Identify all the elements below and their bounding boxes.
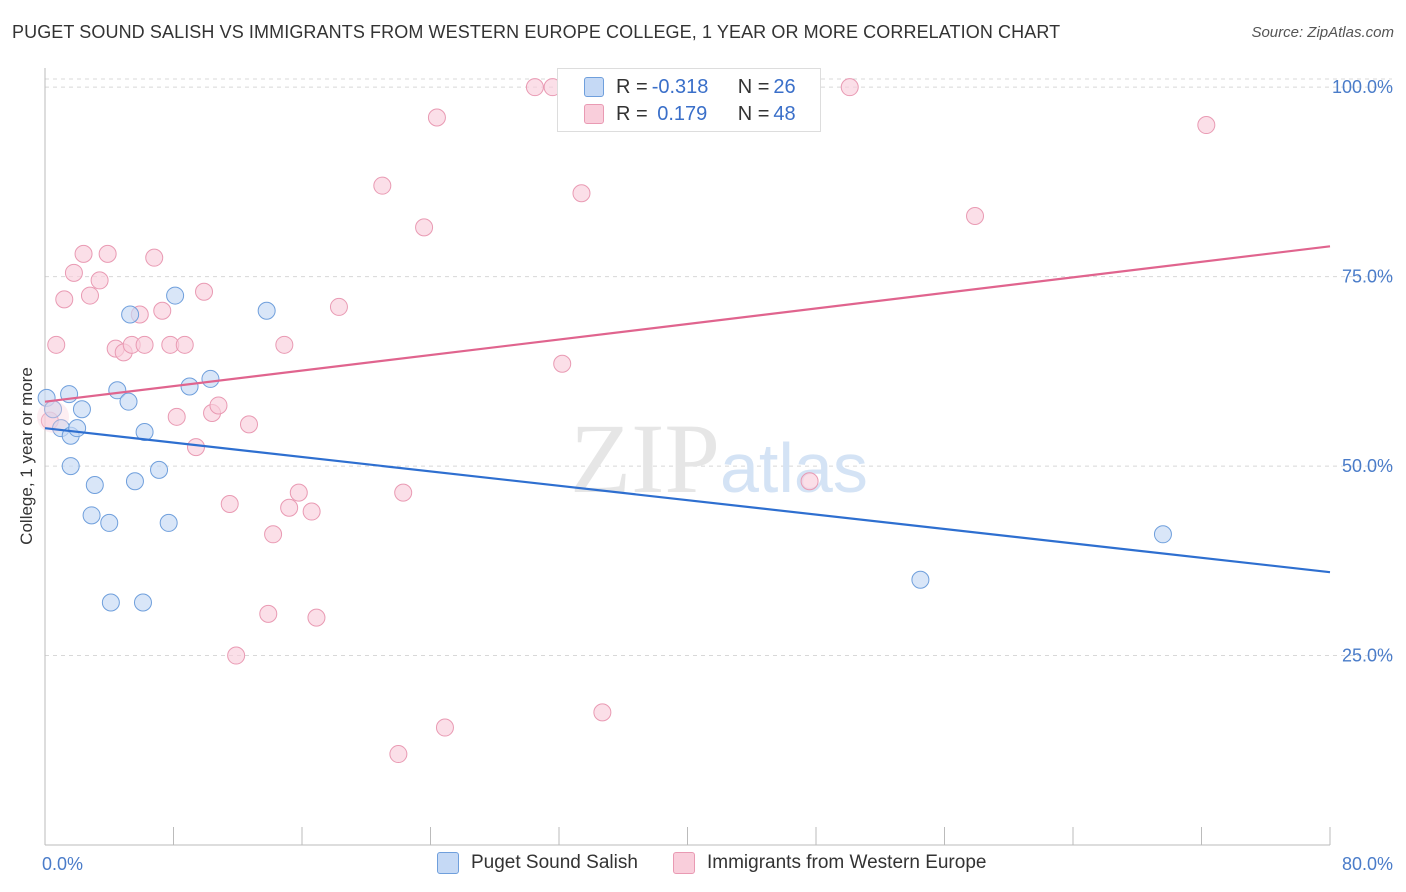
point-puget-sound-salish: [1153, 525, 1172, 544]
point-western-europe: [840, 78, 859, 97]
correlation-legend: R = -0.318 N = 26 R = 0.179 N = 48: [557, 68, 821, 132]
point-western-europe: [275, 335, 294, 354]
point-western-europe: [55, 290, 74, 309]
point-western-europe: [572, 184, 591, 203]
point-western-europe: [593, 703, 612, 722]
point-western-europe: [329, 297, 348, 316]
point-puget-sound-salish: [180, 377, 199, 396]
legend-n-label: N =: [737, 102, 770, 125]
point-western-europe: [220, 494, 239, 513]
point-western-europe: [90, 271, 109, 290]
tick-labels: 25.0% 50.0% 75.0% 100.0% 0.0% 80.0%: [42, 77, 1393, 874]
x-tick-label: 0.0%: [42, 854, 83, 874]
legend-r-value: 0.179: [651, 102, 708, 125]
point-western-europe: [145, 248, 164, 267]
legend-r-value: -0.318: [651, 75, 709, 98]
point-puget-sound-salish: [125, 472, 144, 491]
point-western-europe: [74, 244, 93, 263]
watermark-atlas: atlas: [720, 429, 868, 507]
legend-r-label: R =: [616, 102, 648, 125]
point-western-europe: [167, 407, 186, 426]
x-tick-label: 80.0%: [1342, 854, 1393, 874]
bottom-legend-label: Puget Sound Salish: [471, 852, 638, 873]
point-western-europe: [175, 335, 194, 354]
trend-line-western-europe: [44, 245, 1331, 403]
point-western-europe: [239, 415, 258, 434]
y-tick-label: 50.0%: [1342, 456, 1393, 476]
point-western-europe: [209, 396, 228, 415]
bottom-legend-swatch-blue: [437, 852, 459, 874]
point-western-europe: [435, 718, 454, 737]
point-western-europe: [98, 244, 117, 263]
point-western-europe: [195, 282, 214, 301]
point-puget-sound-salish: [85, 476, 104, 495]
point-western-europe: [394, 483, 413, 502]
bottom-legend-western-europe: Immigrants from Western Europe: [673, 852, 986, 874]
point-puget-sound-salish: [135, 422, 154, 441]
point-puget-sound-salish: [68, 419, 87, 438]
point-western-europe: [302, 502, 321, 521]
grid-lines: [45, 78, 1392, 657]
point-western-europe: [64, 263, 83, 282]
point-puget-sound-salish: [201, 369, 220, 388]
point-western-europe: [153, 301, 172, 320]
bottom-legend-salish: Puget Sound Salish: [437, 852, 638, 874]
bottom-legend-label: Immigrants from Western Europe: [707, 852, 987, 873]
legend-n-value: 26: [773, 75, 796, 98]
point-puget-sound-salish: [133, 593, 152, 612]
point-western-europe: [80, 286, 99, 305]
point-western-europe: [415, 218, 434, 237]
legend-swatch-pink: [584, 104, 604, 124]
trend-lines: [44, 245, 1331, 574]
point-puget-sound-salish: [121, 305, 140, 324]
point-western-europe: [186, 438, 205, 457]
y-tick-label: 75.0%: [1342, 267, 1393, 287]
point-puget-sound-salish: [159, 513, 178, 532]
watermark-zip: ZIP: [570, 403, 720, 514]
point-puget-sound-salish: [119, 392, 138, 411]
point-western-europe: [800, 472, 819, 491]
point-western-europe-cluster: [37, 400, 70, 433]
point-western-europe: [280, 498, 299, 517]
point-puget-sound-salish: [82, 506, 101, 525]
point-western-europe: [373, 176, 392, 195]
point-western-europe: [525, 78, 544, 97]
legend-row-salish: R = -0.318 N = 26: [584, 75, 796, 99]
point-western-europe: [259, 604, 278, 623]
chart-title: PUGET SOUND SALISH VS IMMIGRANTS FROM WE…: [12, 22, 1061, 42]
point-puget-sound-salish: [61, 457, 80, 476]
legend-swatch-blue: [584, 77, 604, 97]
point-puget-sound-salish: [72, 400, 91, 419]
y-tick-label: 25.0%: [1342, 646, 1393, 666]
legend-row-western-europe: R = 0.179 N = 48: [584, 102, 796, 126]
point-western-europe: [427, 108, 446, 127]
point-puget-sound-salish: [166, 286, 185, 305]
legend-n-label: N =: [737, 75, 770, 98]
point-puget-sound-salish: [101, 593, 120, 612]
legend-n-value: 48: [773, 102, 796, 125]
point-western-europe: [227, 646, 246, 665]
legend-r-label: R =: [616, 75, 648, 98]
point-western-europe: [1197, 116, 1216, 135]
point-puget-sound-salish: [257, 301, 276, 320]
trend-line-puget-sound-salish: [44, 427, 1331, 574]
point-western-europe: [289, 483, 308, 502]
point-western-europe: [264, 525, 283, 544]
axes: [44, 68, 1331, 846]
point-puget-sound-salish: [911, 570, 930, 589]
bottom-legend-swatch-pink: [673, 852, 695, 874]
y-tick-label: 100.0%: [1332, 77, 1393, 97]
point-western-europe: [307, 608, 326, 627]
point-western-europe: [389, 745, 408, 764]
point-western-europe: [966, 206, 985, 225]
point-puget-sound-salish: [100, 513, 119, 532]
point-western-europe: [553, 354, 572, 373]
point-western-europe: [47, 335, 66, 354]
point-puget-sound-salish: [150, 460, 169, 479]
source-credit: Source: ZipAtlas.com: [1251, 24, 1394, 41]
point-western-europe: [135, 335, 154, 354]
